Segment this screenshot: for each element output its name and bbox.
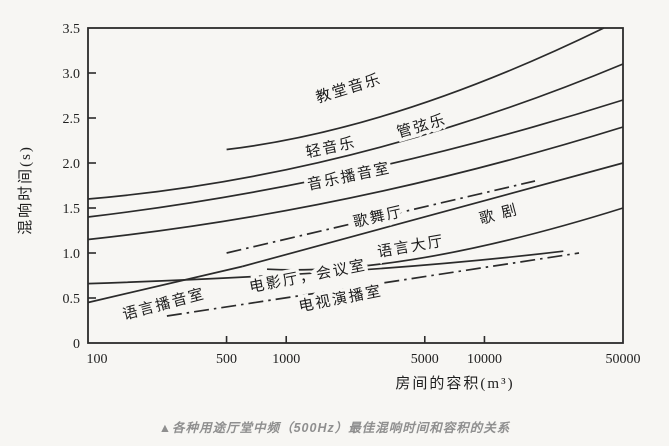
series-line-church-music xyxy=(226,27,605,151)
x-tick-label-50000: 50000 xyxy=(606,352,641,367)
series-line-orchestral-music xyxy=(87,63,624,200)
series-line-light-music xyxy=(87,99,624,218)
y-tick-label-1.5: 1.5 xyxy=(63,202,81,217)
series-label-speech-hall: 语言大厅 xyxy=(376,232,446,261)
series-label-church-music: 教堂音乐 xyxy=(314,70,384,106)
series-label-dance-hall: 歌舞厅 xyxy=(352,203,406,231)
series-line-tv-studio xyxy=(166,252,580,317)
y-tick-label-2.0: 2.0 xyxy=(63,157,81,172)
series-line-speech-hall xyxy=(266,207,624,271)
series-line-cinema-conference-room xyxy=(87,250,564,285)
y-tick-label-3.0: 3.0 xyxy=(63,67,81,82)
series-line-dance-hall xyxy=(226,180,536,254)
chart-generated-content: 100 500 1000 5000 10000 50000 0 0.5 1.0 1.5 2.0 2.5… xyxy=(63,22,641,367)
y-tick-label-0: 0 xyxy=(73,337,80,352)
x-tick-label-100: 100 xyxy=(87,352,108,367)
series-label-light-music: 轻音乐 xyxy=(304,134,357,161)
y-tick-label-1.0: 1.0 xyxy=(63,247,81,262)
x-tick-label-5000: 5000 xyxy=(411,352,439,367)
x-tick-label-500: 500 xyxy=(216,352,237,367)
series-label-music-broadcast-studio: 音乐播音室 xyxy=(306,159,393,193)
y-axis-title: 混响时间(s) xyxy=(17,145,34,235)
x-axis-title: 房间的容积(m³) xyxy=(395,375,514,392)
series-line-speech-broadcast-studio xyxy=(87,265,243,304)
reverberation-time-chart: 混响时间(s) 房间的容积(m³) 100 500 1000 5000 10000 500… xyxy=(17,22,641,392)
y-tick-label-3.5: 3.5 xyxy=(63,22,81,37)
series-line-music-broadcast-studio xyxy=(87,126,624,241)
series-label-orchestral-music: 管弦乐 xyxy=(395,111,449,141)
series-line-opera xyxy=(241,162,624,268)
y-tick-label-2.5: 2.5 xyxy=(63,112,81,127)
series-label-opera: 歌 剧 xyxy=(478,201,521,228)
series-label-tv-studio: 电视演播室 xyxy=(297,283,384,316)
x-tick-label-10000: 10000 xyxy=(467,352,502,367)
y-tick-label-0.5: 0.5 xyxy=(63,292,81,307)
plot-border xyxy=(87,27,624,344)
chart-caption: ▲各种用途厅堂中频（500Hz）最佳混响时间和容积的关系 xyxy=(158,421,511,435)
x-tick-label-1000: 1000 xyxy=(272,352,300,367)
